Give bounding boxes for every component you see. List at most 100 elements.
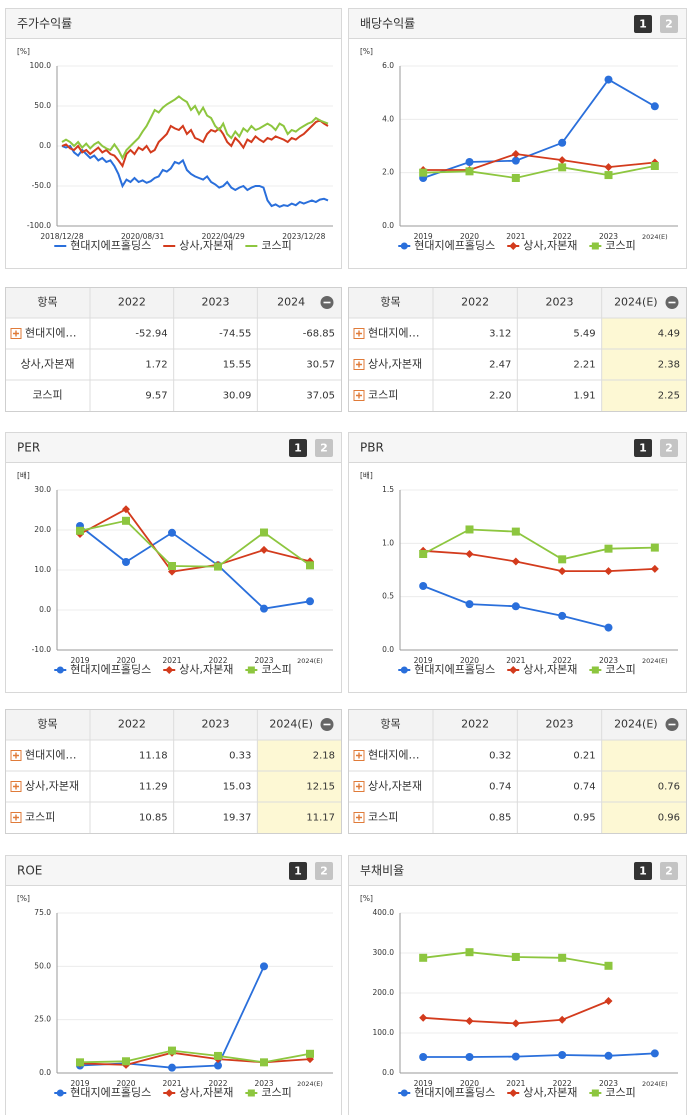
legend-marker bbox=[400, 1089, 408, 1097]
table-header: 항목 bbox=[380, 296, 400, 309]
legend-label: 코스피 bbox=[605, 663, 635, 676]
legend: 현대지에프홀딩스 상사,자본재 코스피 bbox=[54, 239, 292, 252]
marker bbox=[558, 611, 567, 620]
tab-button-bg[interactable] bbox=[315, 862, 333, 880]
chart-panel: PER 1 2 [배] -10.0 0.0 10.0 20.0 30.0 2019 2020 2021… bbox=[5, 432, 342, 693]
tab-button-bg[interactable] bbox=[634, 15, 652, 33]
expand-icon-plus[interactable] bbox=[13, 814, 19, 821]
legend-label: 상사,자본재 bbox=[179, 239, 233, 252]
legend: 현대지에프홀딩스 상사,자본재 코스피 bbox=[398, 239, 636, 252]
row-label: 현대지에… bbox=[25, 749, 76, 762]
data-table: 항목 2022 2023 2024 현대지에… -52.94 -74.55 -68.85 상사,… bbox=[5, 287, 342, 412]
tab-button[interactable]: 1 bbox=[634, 862, 652, 880]
expand-icon-plus[interactable] bbox=[356, 752, 362, 759]
legend-marker bbox=[591, 1089, 599, 1097]
table-cell: 11.18 bbox=[139, 751, 168, 762]
marker bbox=[558, 138, 567, 147]
tab-button[interactable]: 2 bbox=[660, 862, 678, 880]
chart-panel: 배당수익률 1 2 [%] 0.0 2.0 4.0 6.0 2019 2020 2021 2022 20… bbox=[348, 8, 687, 269]
tab-button[interactable]: 2 bbox=[660, 439, 678, 457]
marker bbox=[604, 163, 613, 172]
marker bbox=[511, 156, 520, 165]
tab-button-label[interactable]: 1 bbox=[639, 865, 647, 878]
marker bbox=[604, 623, 613, 632]
series-line bbox=[423, 165, 655, 179]
table-border bbox=[5, 709, 342, 834]
tab-button-label[interactable]: 2 bbox=[320, 865, 328, 878]
marker bbox=[650, 162, 659, 170]
tab-button[interactable]: 1 bbox=[289, 439, 307, 457]
chart-title: PER bbox=[17, 441, 40, 455]
table-header: 항목 bbox=[37, 296, 57, 309]
marker bbox=[558, 163, 567, 172]
legend-marker bbox=[400, 242, 408, 250]
tab-button-label[interactable]: 2 bbox=[320, 442, 328, 455]
tab-button-bg[interactable] bbox=[634, 862, 652, 880]
x-tick-label: 2024(E) bbox=[297, 1080, 323, 1088]
tab-button-bg[interactable] bbox=[315, 439, 333, 457]
unit-label: [%] bbox=[360, 47, 373, 56]
table-cell: 10.85 bbox=[139, 813, 168, 824]
tab-button-bg[interactable] bbox=[634, 439, 652, 457]
table-cell: 0.76 bbox=[658, 782, 680, 793]
tab-button[interactable]: 2 bbox=[660, 15, 678, 33]
table-cell: 37.05 bbox=[306, 391, 335, 402]
tab-button[interactable]: 1 bbox=[289, 862, 307, 880]
tab-button[interactable]: 2 bbox=[315, 439, 333, 457]
expand-icon-plus[interactable] bbox=[356, 392, 362, 399]
expand-icon-plus[interactable] bbox=[356, 361, 362, 368]
expand-icon-plus[interactable] bbox=[356, 783, 362, 790]
tab-button-label[interactable]: 1 bbox=[294, 865, 302, 878]
legend-label: 상사,자본재 bbox=[179, 1086, 233, 1099]
tab-button-bg[interactable] bbox=[660, 15, 678, 33]
marker bbox=[214, 1061, 222, 1070]
tab-button-label[interactable]: 2 bbox=[665, 442, 673, 455]
expand-icon-plus[interactable] bbox=[356, 814, 362, 821]
marker bbox=[650, 543, 659, 552]
table-cell: 2.20 bbox=[489, 391, 511, 402]
tab-button-label[interactable]: 2 bbox=[665, 865, 673, 878]
chart-panel: 부채비율 1 2 [%] 0.0 100.0 200.0 300.0 400.0 2019 2020… bbox=[348, 855, 687, 1115]
marker bbox=[419, 582, 428, 590]
tab-button-label[interactable]: 1 bbox=[639, 442, 647, 455]
expand-icon-plus[interactable] bbox=[356, 330, 362, 337]
tab-button[interactable]: 1 bbox=[634, 439, 652, 457]
legend-label: 코스피 bbox=[261, 1086, 291, 1099]
y-tick-label: 0.0 bbox=[39, 141, 51, 150]
expand-icon-plus[interactable] bbox=[13, 783, 19, 790]
tab-button-bg[interactable] bbox=[289, 862, 307, 880]
y-tick-label: 100.0 bbox=[30, 61, 52, 70]
tab-button-label[interactable]: 1 bbox=[639, 18, 647, 31]
table-header: 2024(E) bbox=[614, 718, 658, 731]
marker bbox=[419, 953, 428, 962]
y-tick-label: 6.0 bbox=[382, 61, 394, 70]
tab-button-bg[interactable] bbox=[289, 439, 307, 457]
legend-label: 코스피 bbox=[261, 239, 291, 252]
tab-button-bg[interactable] bbox=[660, 439, 678, 457]
expand-icon-plus[interactable] bbox=[13, 752, 19, 759]
x-tick-label: 2020 bbox=[116, 1079, 135, 1088]
legend-label: 상사,자본재 bbox=[523, 663, 577, 676]
tab-button[interactable]: 2 bbox=[315, 862, 333, 880]
tab-button-label[interactable]: 2 bbox=[665, 18, 673, 31]
chart-panel: ROE 1 2 [%] 0.0 25.0 50.0 75.0 2019 2020 2021 2022 2… bbox=[5, 855, 342, 1115]
x-tick-label: 2022/04/29 bbox=[202, 232, 245, 241]
series-line bbox=[79, 508, 311, 573]
tab-button[interactable]: 1 bbox=[634, 15, 652, 33]
y-tick-label: 300.0 bbox=[373, 948, 395, 957]
marker bbox=[511, 174, 520, 182]
series-line bbox=[423, 153, 655, 171]
marker bbox=[419, 1053, 428, 1061]
tab-button-bg[interactable] bbox=[660, 862, 678, 880]
x-tick-label: 2020 bbox=[460, 232, 479, 241]
legend-marker bbox=[165, 1089, 174, 1097]
legend-marker bbox=[509, 242, 518, 250]
y-tick-label: 0.0 bbox=[382, 645, 394, 654]
expand-icon-plus[interactable] bbox=[13, 330, 19, 337]
table-header: 2023 bbox=[202, 296, 230, 309]
x-tick-label: 2023 bbox=[254, 1079, 273, 1088]
tab-button-label[interactable]: 1 bbox=[294, 442, 302, 455]
chart-title: 주가수익률 bbox=[17, 17, 72, 31]
x-tick-label: 2019 bbox=[414, 1079, 433, 1088]
marker bbox=[76, 526, 84, 535]
